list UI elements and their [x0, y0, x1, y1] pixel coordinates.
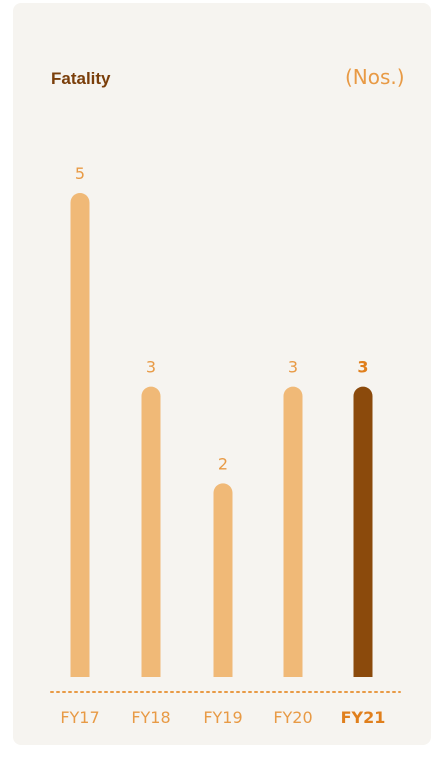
value-label-fy21: 3: [357, 358, 368, 377]
category-label-fy20: FY20: [273, 708, 312, 727]
value-label-fy20: 3: [288, 358, 298, 377]
bar-fy19: [213, 483, 233, 677]
bar-chart: 5 FY17 3 FY18 2 FY19 3 FY20 3 FY21: [50, 164, 401, 727]
chart-card: Fatality (Nos.) 5 FY17 3 FY18 2 FY19 3 FY20 3 FY2…: [13, 3, 431, 745]
category-label-fy18: FY18: [131, 708, 170, 727]
category-label-fy21: FY21: [341, 708, 386, 727]
bar-fy20: [283, 386, 303, 677]
value-label-fy17: 5: [75, 164, 85, 183]
bar-fy21: [353, 386, 373, 677]
category-label-fy17: FY17: [60, 708, 99, 727]
value-label-fy19: 2: [218, 454, 228, 473]
chart-title: Fatality: [51, 69, 111, 88]
unit-label: (Nos.): [345, 65, 405, 89]
bar-fy17: [70, 193, 90, 677]
category-label-fy19: FY19: [203, 708, 242, 727]
bar-fy18: [141, 386, 161, 677]
value-label-fy18: 3: [146, 358, 156, 377]
